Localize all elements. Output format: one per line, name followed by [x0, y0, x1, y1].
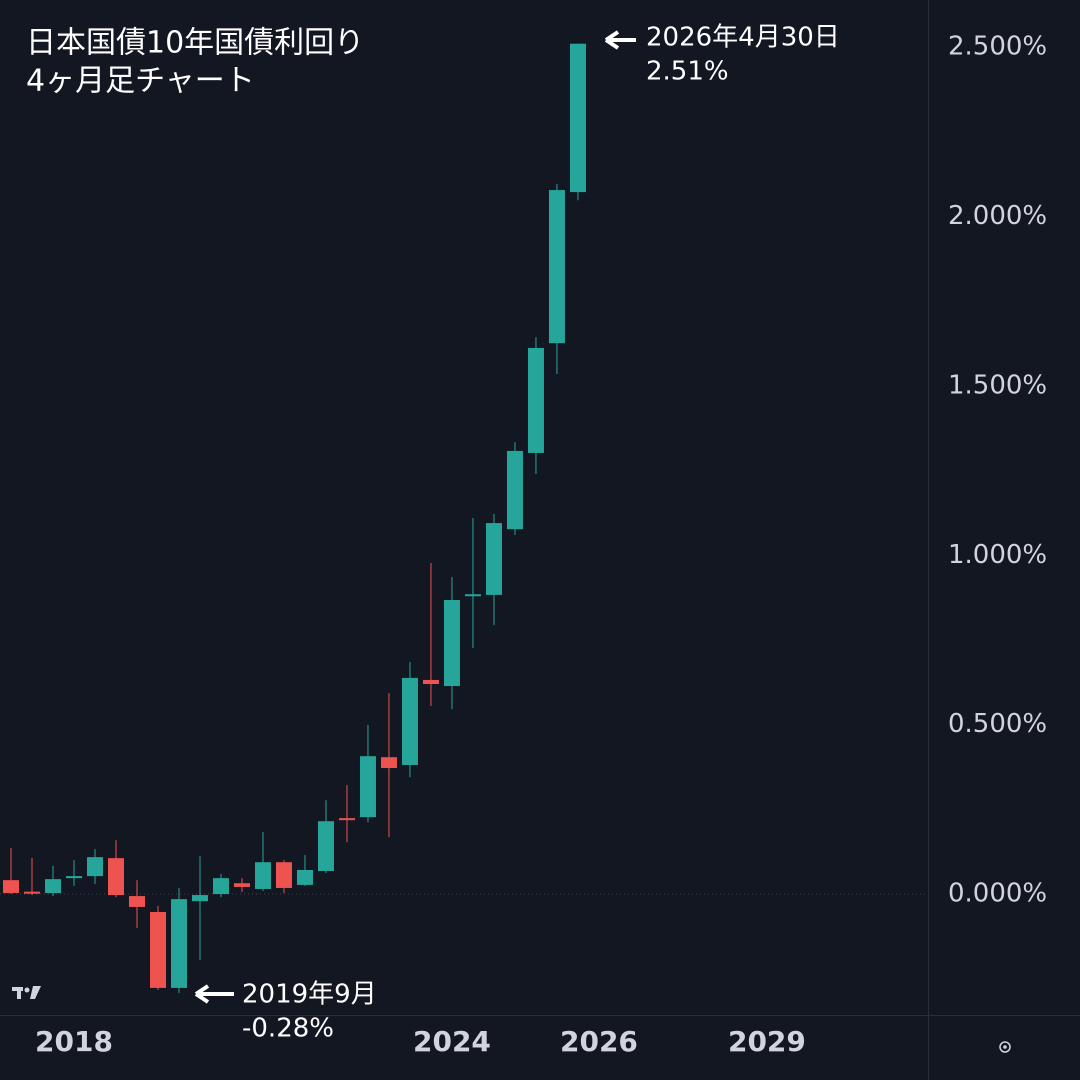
- x-tick-label: 2029: [728, 1025, 806, 1058]
- candle-body: [359, 756, 376, 818]
- annotation: 2.51%: [646, 57, 729, 87]
- candle-body: [3, 880, 20, 894]
- candle-body: [254, 862, 271, 889]
- annotation: 2026年4月30日: [646, 23, 840, 53]
- annotation: -0.28%: [242, 1014, 334, 1044]
- candle-body: [65, 876, 82, 879]
- plot: 0.000% 0.500% 1.000% 1.500% 2.000% 2.500% 2018…: [0, 32, 1047, 1058]
- candle-body: [191, 895, 208, 902]
- candle-body: [506, 450, 523, 530]
- y-tick-label: 0.500%: [948, 709, 1047, 739]
- settings-icon[interactable]: [1003, 1045, 1007, 1049]
- candle-body: [485, 523, 502, 595]
- y-tick-label: 2.500%: [948, 32, 1047, 62]
- y-tick-label: 1.000%: [948, 540, 1047, 570]
- candle-body: [548, 190, 565, 344]
- y-tick-label: 2.000%: [948, 201, 1047, 231]
- candle-body: [86, 857, 103, 877]
- candle-body: [296, 870, 313, 885]
- candle-body: [527, 347, 544, 453]
- title: 日本国債10年国債利回り: [26, 26, 364, 61]
- candle-body: [212, 878, 229, 895]
- candle-body: [170, 899, 187, 988]
- candle-body: [275, 862, 292, 888]
- settings-icon[interactable]: [999, 1041, 1011, 1053]
- x-tick-label: 2026: [560, 1025, 638, 1058]
- candle-body: [44, 879, 61, 894]
- candle-body: [338, 818, 355, 821]
- candle-body: [380, 757, 397, 769]
- candle-body: [107, 858, 124, 896]
- y-tick-label: 1.500%: [948, 370, 1047, 400]
- arrow: [604, 30, 636, 50]
- title: 4ヶ月足チャート: [26, 64, 255, 99]
- annotation: 2019年9月: [242, 980, 377, 1010]
- arrow: [194, 984, 234, 1004]
- candle-body: [401, 677, 418, 765]
- x-tick-label: 2024: [413, 1025, 491, 1058]
- candle-body: [149, 912, 166, 988]
- candle-body: [569, 43, 586, 193]
- candle-body: [422, 679, 439, 685]
- candle-body: [24, 891, 41, 894]
- candle-body: [317, 821, 334, 872]
- candle-body: [443, 599, 460, 687]
- y-tick-label: 0.000%: [948, 879, 1047, 909]
- x-tick-label: 2018: [35, 1025, 113, 1058]
- candle-body: [233, 883, 250, 887]
- candle-body: [128, 896, 145, 907]
- logo: [12, 986, 41, 999]
- candle-body: [464, 594, 481, 597]
